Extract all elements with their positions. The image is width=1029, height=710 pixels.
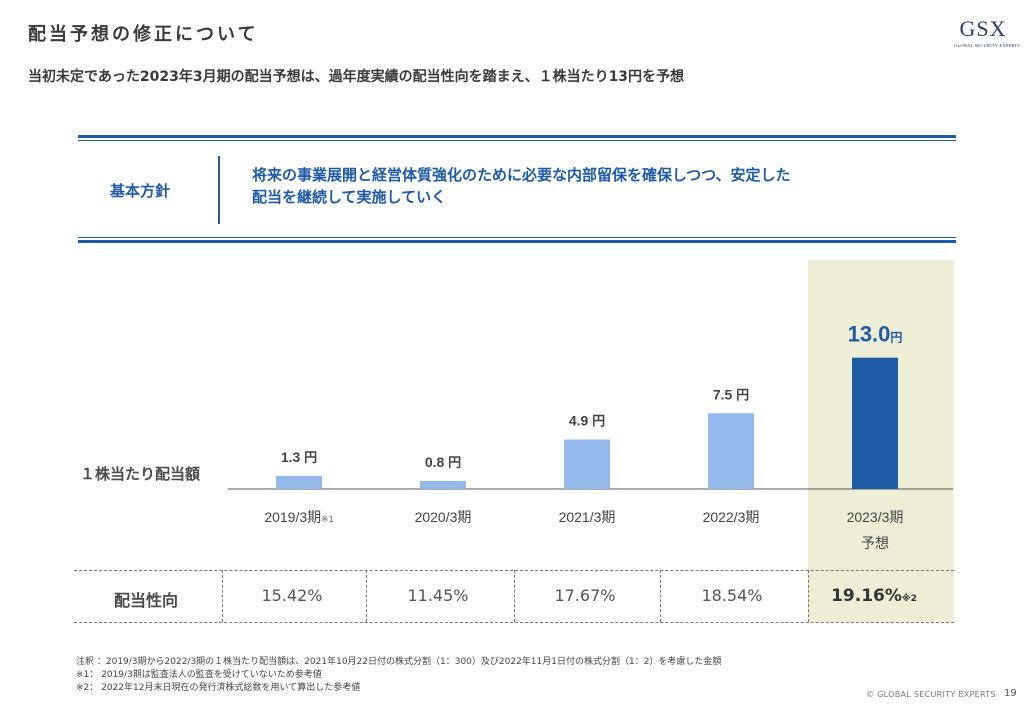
- value-label-2020: 0.8 円: [425, 454, 461, 470]
- chart-ylabel: １株当たり配当額: [80, 465, 201, 483]
- payout-divider: [514, 570, 515, 622]
- bar-2021: [564, 439, 610, 489]
- copyright: © GLOBAL SECURITY EXPERTS: [866, 690, 996, 699]
- payout-label: 配当性向: [114, 591, 179, 610]
- footnotes: 注釈 ：2019/3期から2022/3期の１株当たり配当額は、2021年10月2…: [76, 656, 721, 695]
- policy-divider: [218, 156, 220, 224]
- value-label-2023: 13.0円: [848, 322, 903, 347]
- payout-bottom-border: [74, 622, 954, 623]
- payout-divider: [366, 570, 367, 622]
- footnote-main: 注釈 ：2019/3期から2022/3期の１株当たり配当額は、2021年10月2…: [76, 657, 722, 667]
- payout-divider: [222, 570, 223, 622]
- policy-top-rule: [78, 135, 956, 138]
- bar-2020: [420, 480, 466, 489]
- footnote-2: ※2： 2022年12月末日現在の発行済株式総数を用いて算出した参考値: [76, 683, 361, 693]
- payout-value-2020: 11.45%: [407, 586, 469, 605]
- policy-text: 将来の事業展開と経営体質強化のために必要な内部留保を確保しつつ、安定した 配当を…: [252, 164, 912, 208]
- payout-divider: [660, 570, 661, 622]
- value-label-2022: 7.5 円: [713, 386, 749, 402]
- payout-value-2021: 17.67%: [554, 586, 616, 605]
- payout-value-2019: 15.42%: [261, 586, 323, 605]
- payout-value-2023: 19.16%※2: [804, 586, 944, 606]
- category-sublabel-2023: 予想: [861, 535, 889, 551]
- category-label-2019: 2019/3期※1: [264, 509, 333, 525]
- category-label-2021: 2021/3期: [559, 509, 616, 525]
- payout-note-2: ※2: [901, 594, 917, 604]
- value-label-2019: 1.3 円: [281, 449, 317, 465]
- logo-subtext: GLOBAL SECURITY EXPERTS: [954, 43, 1020, 48]
- footnote-1: ※1： 2019/3期は監査法人の監査を受けていないため参考値: [76, 670, 322, 680]
- logo-text: GSX: [959, 16, 1007, 41]
- payout-value-2023-number: 19.16%: [831, 586, 902, 606]
- policy-text-line2: 配当を継続して実施していく: [252, 188, 447, 206]
- bar-2023: [852, 357, 898, 489]
- policy-label: 基本方針: [110, 182, 171, 200]
- policy-bottom-rule-thin: [78, 237, 956, 238]
- page-number: 19: [1004, 688, 1017, 699]
- policy-bottom-rule: [78, 240, 956, 243]
- policy-top-rule-thin: [78, 140, 956, 141]
- category-label-2020: 2020/3期: [415, 509, 472, 525]
- payout-value-2022: 18.54%: [701, 586, 763, 605]
- page-title: 配当予想の修正について: [28, 24, 259, 45]
- bar-2022: [708, 413, 754, 489]
- bar-2019: [276, 475, 322, 489]
- payout-divider: [808, 570, 809, 622]
- value-label-2021: 4.9 円: [569, 413, 605, 429]
- category-label-2022: 2022/3期: [703, 509, 760, 525]
- category-label-2023: 2023/3期: [847, 509, 904, 525]
- page-subtitle: 当初未定であった2023年3月期の配当予想は、過年度実績の配当性向を踏まえ、１株…: [28, 69, 685, 85]
- policy-text-line1: 将来の事業展開と経営体質強化のために必要な内部留保を確保しつつ、安定した: [252, 166, 791, 184]
- company-logo: GSX GLOBAL SECURITY EXPERTS: [954, 16, 1020, 49]
